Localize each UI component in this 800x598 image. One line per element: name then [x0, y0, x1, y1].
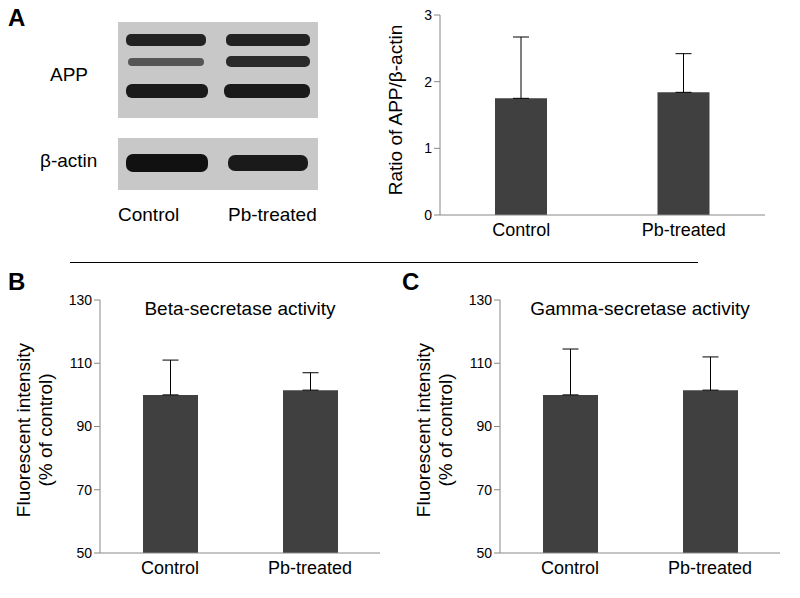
- svg-text:2: 2: [424, 74, 432, 90]
- html-text:A: A: [8, 4, 26, 31]
- html-text:Beta-secretase activity: Beta-secretase activity: [144, 298, 336, 319]
- svg-text:70: 70: [476, 482, 492, 498]
- svg-text:50: 50: [76, 545, 92, 561]
- svg-text:Pb-treated: Pb-treated: [268, 558, 352, 578]
- svg-text:Fluorescent intensity(% of con: Fluorescent intensity(% of control): [13, 342, 56, 517]
- svg-text:110: 110: [470, 355, 493, 371]
- svg-text:Pb-treated: Pb-treated: [668, 558, 752, 578]
- html-text:Control: Control: [118, 204, 180, 225]
- svg-text:90: 90: [76, 418, 92, 434]
- svg-text:Pb-treated: Pb-treated: [642, 220, 726, 240]
- html-text:C: C: [402, 268, 420, 295]
- svg-text:130: 130: [69, 292, 93, 308]
- svg-text:Fluorescent intensity(% of con: Fluorescent intensity(% of control): [413, 342, 456, 517]
- svg-text:Control: Control: [141, 558, 199, 578]
- svg-text:Control: Control: [541, 558, 599, 578]
- html-text:Gamma-secretase activity: Gamma-secretase activity: [530, 298, 750, 319]
- svg-text:110: 110: [70, 355, 93, 371]
- svg-text:130: 130: [469, 292, 493, 308]
- svg-text:Control: Control: [492, 220, 550, 240]
- svg-text:90: 90: [476, 418, 492, 434]
- svg-text:0: 0: [424, 207, 432, 223]
- html-text:B: B: [8, 268, 26, 295]
- html-text:Pb-treated: Pb-treated: [228, 204, 317, 225]
- svg-text:70: 70: [76, 482, 92, 498]
- svg-text:50: 50: [476, 545, 492, 561]
- svg-text:Ratio of APP/β-actin: Ratio of APP/β-actin: [385, 25, 406, 195]
- html-text:APP: APP: [50, 64, 88, 85]
- svg-text:1: 1: [424, 140, 432, 156]
- svg-text:3: 3: [424, 7, 432, 23]
- html-text:β-actin: β-actin: [40, 150, 98, 171]
